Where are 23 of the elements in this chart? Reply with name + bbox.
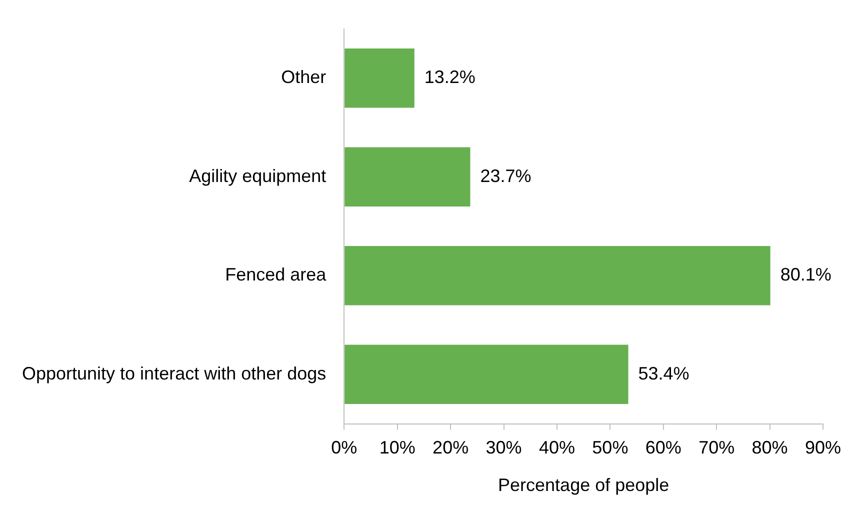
- data-label: 13.2%: [424, 67, 476, 88]
- x-tick-label: 90%: [804, 438, 842, 458]
- y-tick-label: Opportunity to interact with other dogs: [22, 363, 326, 384]
- x-tick-label: 40%: [538, 438, 575, 458]
- y-tick-label: Agility equipment: [189, 166, 326, 186]
- x-axis-title: Percentage of people: [498, 475, 670, 496]
- x-tick-label: 30%: [486, 438, 522, 458]
- bar: [344, 344, 628, 404]
- y-tick-label: Other: [281, 67, 326, 88]
- data-label: 80.1%: [780, 264, 832, 285]
- bar: [344, 246, 770, 306]
- data-label: 53.4%: [638, 363, 690, 384]
- x-tick-label: 60%: [645, 438, 682, 458]
- x-tick-label: 80%: [752, 438, 788, 458]
- x-tick-label: 0%: [331, 438, 358, 458]
- x-tick-label: 70%: [698, 438, 735, 458]
- x-tick-label: 50%: [592, 438, 628, 458]
- y-tick-label: Fenced area: [225, 264, 328, 285]
- x-tick-label: 10%: [379, 438, 416, 458]
- bar: [344, 48, 414, 108]
- x-tick-label: 20%: [432, 438, 469, 458]
- data-label: 23.7%: [480, 166, 532, 186]
- bar: [344, 147, 470, 207]
